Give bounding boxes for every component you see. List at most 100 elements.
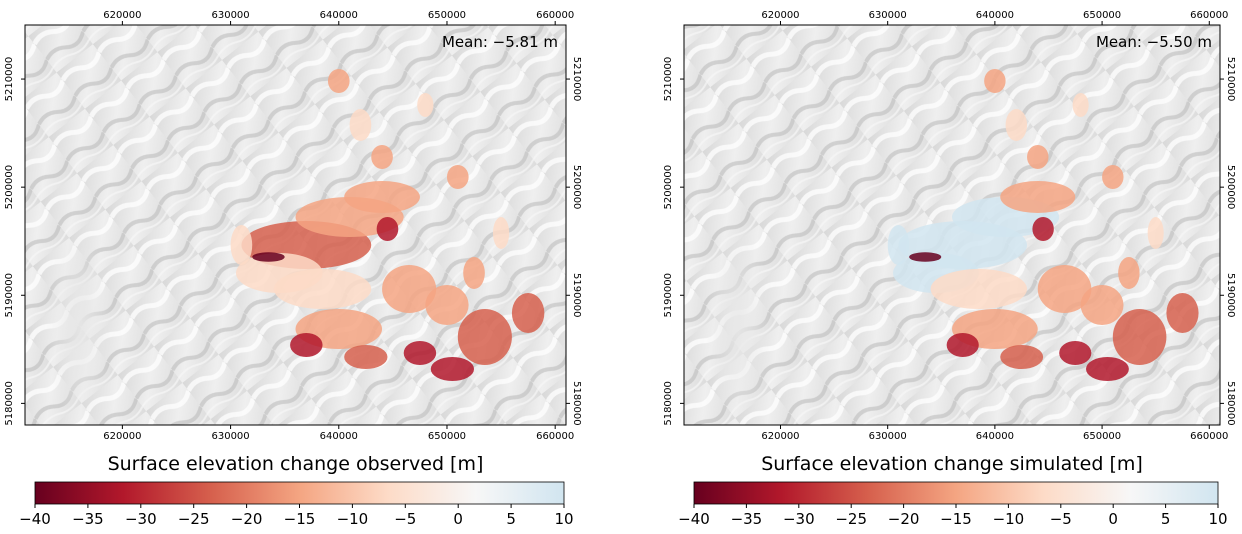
glacier-patch bbox=[430, 357, 475, 381]
colorbar-tick-label: −25 bbox=[178, 510, 210, 528]
x-tick-label-bottom: 650000 bbox=[1083, 431, 1121, 442]
colorbar-tick-label: −30 bbox=[125, 510, 157, 528]
glacier-patch bbox=[946, 333, 979, 357]
glacier-patch bbox=[1086, 357, 1129, 381]
y-tick-label-right: 5210000 bbox=[1225, 57, 1236, 102]
colorbar-title: Surface elevation change simulated [m] bbox=[761, 453, 1143, 475]
glacier-elevation-change bbox=[887, 69, 1199, 381]
y-tick-label-left: 5190000 bbox=[4, 273, 15, 318]
glacier-patch bbox=[1072, 93, 1089, 117]
glacier-patch bbox=[446, 165, 469, 189]
colorbar-tick-label: −20 bbox=[888, 510, 920, 528]
glacier-patch bbox=[1112, 309, 1167, 365]
x-tick-label-top: 660000 bbox=[1190, 10, 1228, 21]
glacier-patch bbox=[511, 293, 545, 333]
y-tick-label-left: 5200000 bbox=[4, 165, 15, 210]
glacier-patch bbox=[252, 252, 285, 262]
glacier-patch bbox=[457, 309, 512, 365]
glacier-patch bbox=[1027, 145, 1049, 169]
glacier-patch bbox=[1102, 165, 1124, 189]
glacier-elevation-change bbox=[230, 69, 545, 381]
glacier-patch bbox=[344, 181, 420, 213]
colorbar-tick-label: −30 bbox=[783, 510, 815, 528]
y-tick-label-left: 5180000 bbox=[4, 381, 15, 426]
glacier-patch bbox=[376, 217, 399, 241]
glacier-patch bbox=[1032, 217, 1054, 241]
glacier-patch bbox=[1147, 217, 1164, 249]
glacier-patch bbox=[1118, 257, 1140, 289]
x-tick-label-bottom: 630000 bbox=[211, 431, 249, 442]
y-tick-label-right: 5180000 bbox=[1225, 381, 1236, 426]
y-tick-label-right: 5200000 bbox=[1225, 165, 1236, 210]
y-tick-label-left: 5210000 bbox=[663, 57, 674, 102]
x-tick-label-top: 650000 bbox=[1083, 10, 1121, 21]
y-tick-label-left: 5190000 bbox=[663, 273, 674, 318]
colorbar-tick-label: −5 bbox=[394, 510, 416, 528]
x-tick-label-top: 630000 bbox=[211, 10, 249, 21]
glacier-patch bbox=[1059, 341, 1092, 365]
colorbar-tick-label: 0 bbox=[1108, 510, 1118, 528]
map-panel-simulated: 620000 620000 630000 630000 640000 640000 6500… bbox=[663, 10, 1236, 528]
y-tick-label-left: 5210000 bbox=[4, 57, 15, 102]
glacier-patch bbox=[403, 341, 437, 365]
glacier-patch bbox=[371, 145, 393, 169]
colorbar-tick-label: 5 bbox=[1161, 510, 1171, 528]
x-tick-label-top: 620000 bbox=[103, 10, 141, 21]
y-tick-label-right: 5200000 bbox=[571, 165, 582, 210]
glacier-patch bbox=[887, 225, 910, 265]
y-tick-label-left: 5180000 bbox=[663, 381, 674, 426]
colorbar-tick-label: 10 bbox=[554, 510, 573, 528]
colorbar-tick-label: 0 bbox=[453, 510, 463, 528]
y-tick-label-right: 5180000 bbox=[571, 381, 582, 426]
glacier-patch bbox=[273, 269, 372, 309]
y-tick-label-left: 5200000 bbox=[663, 165, 674, 210]
colorbar-tick-label: −15 bbox=[284, 510, 316, 528]
colorbar-tick-label: −10 bbox=[993, 510, 1025, 528]
colorbar-tick-label: −25 bbox=[835, 510, 867, 528]
x-tick-label-top: 620000 bbox=[761, 10, 799, 21]
x-tick-label-bottom: 640000 bbox=[320, 431, 358, 442]
x-tick-label-bottom: 650000 bbox=[428, 431, 466, 442]
glacier-patch bbox=[290, 333, 323, 357]
glacier-patch bbox=[230, 225, 253, 265]
glacier-patch bbox=[1037, 265, 1092, 313]
glacier-patch bbox=[930, 269, 1028, 309]
x-tick-label-bottom: 620000 bbox=[103, 431, 141, 442]
glacier-patch bbox=[349, 109, 372, 141]
glacier-patch bbox=[492, 217, 510, 249]
glacier-patch bbox=[425, 285, 469, 325]
glacier-patch bbox=[984, 69, 1006, 93]
glacier-patch bbox=[344, 345, 388, 369]
x-tick-label-top: 640000 bbox=[320, 10, 358, 21]
glacier-patch bbox=[463, 257, 485, 289]
colorbar-tick-label: −35 bbox=[72, 510, 104, 528]
colorbar bbox=[693, 481, 1219, 505]
glacier-patch bbox=[1005, 109, 1028, 141]
valley-floor bbox=[705, 225, 770, 425]
colorbar-tick-label: −10 bbox=[337, 510, 369, 528]
mean-annotation: Mean: −5.81 m bbox=[442, 33, 558, 51]
glacier-patch bbox=[1000, 181, 1076, 213]
map-panel-observed: 620000 620000 630000 630000 640000 640000 6500… bbox=[4, 10, 582, 528]
colorbar-tick-label: −15 bbox=[940, 510, 972, 528]
colorbar-tick-label: 5 bbox=[506, 510, 516, 528]
x-tick-label-top: 630000 bbox=[869, 10, 907, 21]
x-tick-label-bottom: 620000 bbox=[761, 431, 799, 442]
valley-floor bbox=[46, 225, 112, 425]
colorbar-tick-label: −35 bbox=[731, 510, 763, 528]
mean-annotation: Mean: −5.50 m bbox=[1096, 33, 1212, 51]
x-tick-label-bottom: 660000 bbox=[536, 431, 574, 442]
map-frame bbox=[683, 24, 1221, 426]
colorbar-tick-label: −5 bbox=[1050, 510, 1072, 528]
x-tick-label-top: 660000 bbox=[536, 10, 574, 21]
glacier-patch bbox=[417, 93, 434, 117]
y-tick-label-right: 5210000 bbox=[571, 57, 582, 102]
glacier-patch bbox=[382, 265, 437, 313]
y-tick-label-right: 5190000 bbox=[1225, 273, 1236, 318]
y-tick-label-right: 5190000 bbox=[571, 273, 582, 318]
glacier-patch bbox=[327, 69, 350, 93]
glacier-patch bbox=[1080, 285, 1124, 325]
colorbar-tick-label: −40 bbox=[19, 510, 51, 528]
colorbar-tick-label: −20 bbox=[231, 510, 263, 528]
